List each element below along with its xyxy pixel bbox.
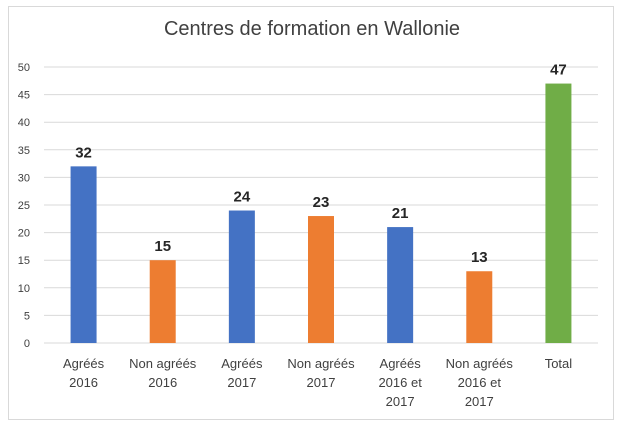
y-tick-label: 50 — [18, 62, 30, 74]
data-label: 13 — [471, 249, 488, 266]
x-axis-labels: Agréés 2016 Non agréés 2016 Agréés 2017 Non ag… — [63, 356, 572, 409]
bar — [149, 260, 176, 343]
x-tick-label: Agréés — [63, 356, 105, 371]
bar — [308, 216, 334, 343]
x-tick-label: 2017 — [307, 375, 336, 390]
x-tick-label: Agréés — [380, 356, 422, 371]
x-tick-label: Non agréés — [129, 356, 197, 371]
y-tick-label: 20 — [18, 228, 30, 240]
y-tick-label: 45 — [18, 90, 30, 102]
x-tick-label: 2017 — [227, 375, 256, 390]
bar — [545, 83, 572, 343]
y-tick-label: 25 — [18, 200, 30, 212]
y-axis-ticks: 0 5 10 15 20 25 30 35 40 45 50 — [18, 62, 30, 350]
gridlines — [44, 66, 598, 344]
x-tick-label: Non agréés — [446, 356, 514, 371]
x-tick-label: 2017 — [386, 394, 415, 409]
bars — [70, 83, 572, 343]
x-tick-label: 2016 et — [378, 375, 422, 390]
y-tick-label: 15 — [18, 255, 30, 267]
bar — [387, 227, 414, 343]
y-tick-label: 40 — [18, 117, 30, 129]
data-label: 23 — [313, 194, 330, 211]
chart-frame — [8, 6, 614, 420]
data-label: 47 — [550, 62, 567, 79]
x-tick-label: 2016 — [69, 375, 98, 390]
y-tick-label: 0 — [24, 338, 30, 350]
bar — [228, 210, 255, 343]
data-labels: 32 15 24 23 21 13 47 — [75, 62, 567, 267]
data-label: 24 — [234, 189, 251, 206]
x-tick-label: Non agréés — [287, 356, 355, 371]
data-label: 32 — [75, 144, 92, 161]
x-tick-label: Agréés — [221, 356, 263, 371]
x-tick-label: 2016 et — [458, 375, 502, 390]
chart-title: Centres de formation en Wallonie — [163, 18, 461, 40]
data-label: 15 — [154, 238, 171, 255]
x-tick-label: Total — [545, 356, 573, 371]
x-tick-label: 2016 — [148, 375, 177, 390]
y-tick-label: 5 — [24, 310, 30, 322]
y-tick-label: 35 — [18, 145, 30, 157]
bar — [466, 271, 493, 343]
data-label: 21 — [392, 205, 409, 222]
y-tick-label: 30 — [18, 172, 30, 184]
bar — [70, 166, 97, 343]
x-tick-label: 2017 — [465, 394, 494, 409]
y-tick-label: 10 — [18, 283, 30, 295]
